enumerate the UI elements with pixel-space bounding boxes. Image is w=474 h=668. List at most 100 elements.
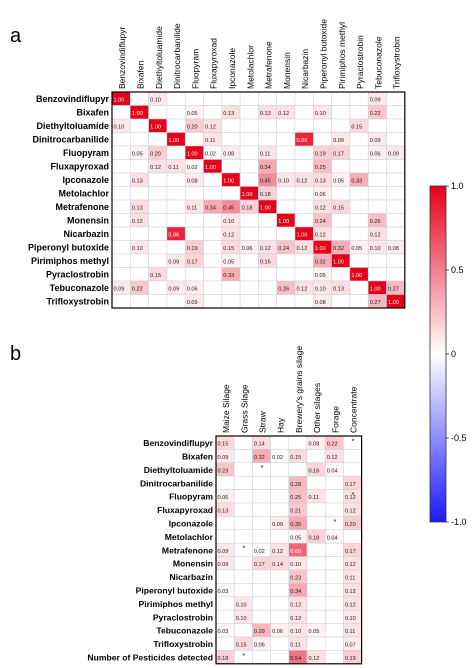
- panel-a-cell: [203, 213, 223, 228]
- panel-a-column-label: Fluopyram: [190, 49, 200, 89]
- panel-a-cell-value: 1.00: [333, 260, 344, 266]
- panel-a-cell-value: 0.34: [205, 206, 216, 212]
- panel-a-column-label: Metrafenone: [264, 41, 274, 89]
- panel-b-row-label: Bixafen: [182, 451, 213, 461]
- panel-a-cell-value: 0.06: [242, 246, 253, 252]
- panel-a-column-label: Piperonyl butoxide: [318, 19, 328, 89]
- panel-a-cell: [130, 91, 149, 106]
- panel-b-cell-value: 0.12: [345, 562, 356, 568]
- panel-a-cell-value: 0.17: [187, 260, 198, 266]
- panel-b-row-label: Dinitrocarbanilide: [140, 478, 213, 488]
- panel-b-cell: [343, 462, 362, 477]
- panel-b-cell: [233, 529, 253, 544]
- panel-a-cell: [203, 172, 223, 187]
- panel-b-cell: [324, 583, 344, 598]
- panel-a-cell: [276, 267, 296, 282]
- panel-a-cell: [349, 213, 369, 228]
- panel-b-cell-value: 0.10: [345, 616, 356, 622]
- panel-a-cell-value: 0.15: [223, 246, 234, 252]
- panel-a-cell: [294, 186, 314, 201]
- panel-a-cell: [148, 199, 168, 214]
- panel-a-cell-value: 1.00: [242, 192, 253, 198]
- panel-b-column-label: Brewery's grains silage: [294, 346, 304, 433]
- panel-a-cell-value: 0.11: [205, 138, 215, 144]
- panel-b-cell-value: 0.54: [290, 656, 301, 662]
- panel-a-cell-value: 0.13: [333, 287, 344, 293]
- panel-b-cell-value: 0.60: [290, 549, 301, 555]
- panel-a-cell: [130, 294, 149, 309]
- panel-a-cell: [111, 199, 131, 214]
- panel-b-cell-value: 0.11: [345, 629, 355, 635]
- panel-a-cell: [130, 267, 149, 282]
- panel-b-cell-value: 0.11: [290, 643, 300, 649]
- panel-a-cell: [166, 294, 186, 309]
- panel-a-cell: [184, 213, 204, 228]
- panel-a-cell-value: 0.10: [315, 111, 326, 117]
- panel-b-cell-value: 0.17: [345, 549, 356, 555]
- panel-a-cell: [203, 105, 223, 120]
- panel-a-cell: [276, 199, 296, 214]
- panel-a-column-label: Ipconazole: [227, 48, 237, 89]
- panel-a-cell: [276, 226, 296, 241]
- panel-b-row-label: Monensin: [173, 559, 213, 569]
- panel-a-column-label: Dinitrocarbanilide: [172, 23, 182, 89]
- panel-a-cell: [184, 226, 204, 241]
- panel-a-cell-value: 1.00: [114, 98, 125, 104]
- panel-a-label: a: [10, 25, 22, 47]
- panel-a-cell-value: 0.02: [205, 152, 216, 158]
- panel-a-cell: [294, 267, 314, 282]
- panel-a-cell: [258, 91, 277, 106]
- panel-b-cell-value: 0.18: [218, 656, 229, 662]
- panel-a-cell: [386, 186, 406, 201]
- panel-a-cell: [221, 132, 241, 147]
- panel-a-cell: [386, 253, 406, 268]
- panel-a-cell: [331, 267, 351, 282]
- panel-b-cell: [215, 636, 235, 651]
- panel-a-cell-value: 0.10: [278, 179, 289, 185]
- panel-a-cell: [239, 132, 259, 147]
- panel-b-cell-value: 0.10: [236, 616, 247, 622]
- panel-b-cell: [306, 475, 326, 490]
- panel-a-heatmap: 1.00 0.10 0.091.00 0.05 0.13 0.13 0.12 0.10 0.22…: [28, 19, 467, 527]
- panel-a-cell: [166, 145, 186, 160]
- panel-a-cell: [239, 294, 259, 309]
- panel-a-cell-value: 0.12: [297, 179, 308, 185]
- panel-b-cell: [252, 502, 271, 517]
- panel-a-cell: [294, 253, 314, 268]
- panel-a-cell: [221, 280, 241, 295]
- panel-a-cell-value: 0.13: [132, 179, 143, 185]
- panel-a-cell: [367, 118, 387, 133]
- panel-a-colorbar-tick-label: -1.0: [451, 517, 467, 527]
- panel-a-cell: [111, 132, 131, 147]
- panel-a-cell-value: 1.00: [260, 206, 271, 212]
- panel-b-cell: [324, 502, 344, 517]
- panel-a-cell: [111, 172, 131, 187]
- panel-a-cell-value: 1.00: [205, 165, 216, 171]
- panel-a-cell-value: 0.45: [260, 179, 271, 185]
- panel-a-cell-value: 0.11: [168, 165, 178, 171]
- panel-b-significance-marker: *: [352, 490, 355, 499]
- panel-a-cell: [367, 172, 387, 187]
- panel-b-cell-value: 0.14: [254, 442, 265, 448]
- panel-b-cell-value: 0.23: [218, 468, 229, 474]
- panel-a-cell: [148, 294, 168, 309]
- panel-a-row-label: Pyraclostrobin: [46, 270, 109, 280]
- panel-a-cell-value: 0.09: [370, 98, 381, 104]
- panel-b-cell: [215, 596, 235, 611]
- panel-a-cell-value: 0.09: [168, 260, 179, 266]
- panel-a-cell-value: 0.08: [223, 152, 234, 158]
- panel-a-cell: [221, 118, 241, 133]
- panel-a-cell-value: 0.08: [388, 246, 399, 252]
- panel-a-cell-value: 0.13: [315, 179, 326, 185]
- panel-b-cell: [252, 529, 271, 544]
- panel-b-cell-value: 0.12: [345, 589, 356, 595]
- panel-b-cell-value: 0.06: [272, 629, 283, 635]
- panel-b-cell: [324, 475, 344, 490]
- panel-a-row-label: Fluxapyroxad: [50, 162, 109, 172]
- panel-b-cell-value: 0.10: [236, 602, 247, 608]
- panel-b-cell-value: 0.12: [345, 509, 356, 515]
- panel-a-cell-value: 0.05: [132, 152, 143, 158]
- panel-a-cell: [349, 105, 369, 120]
- panel-a-cell: [313, 118, 332, 133]
- panel-a-cell-value: 0.05: [187, 111, 198, 117]
